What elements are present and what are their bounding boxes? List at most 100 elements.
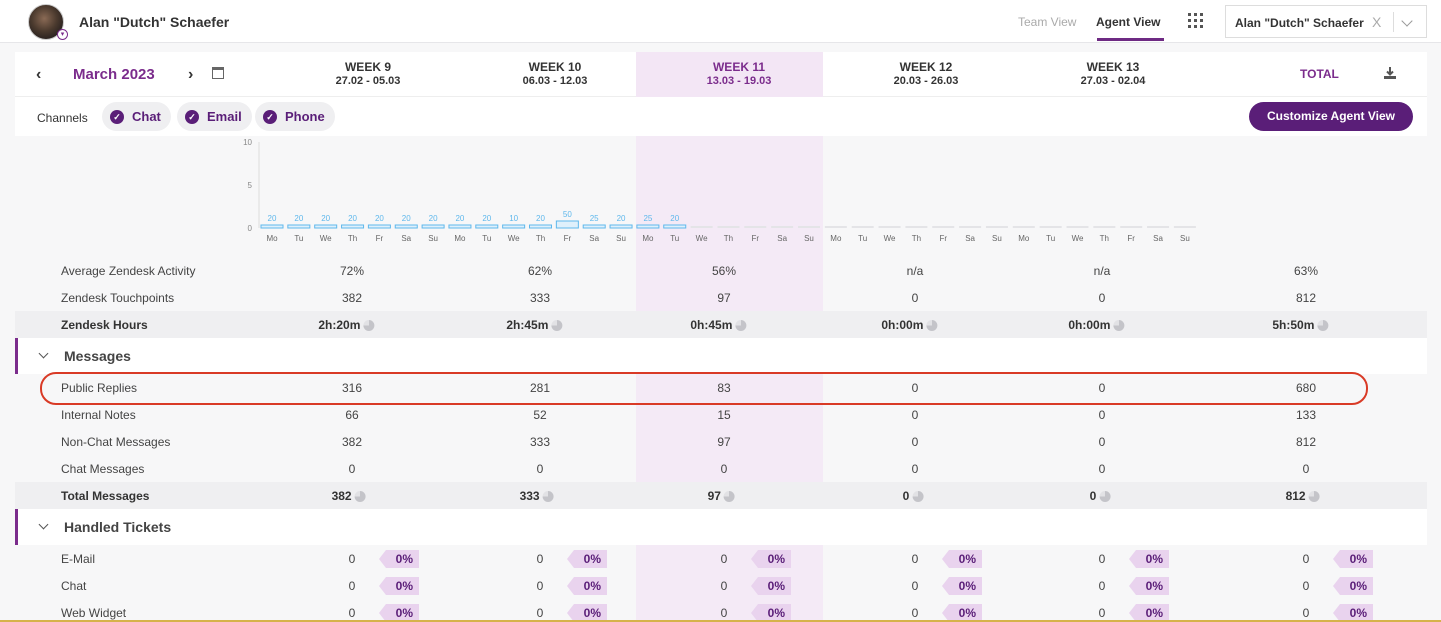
x-tick-label: We bbox=[508, 234, 520, 243]
tab-agent-view[interactable]: Agent View bbox=[1096, 15, 1161, 29]
avatar-dropdown-icon[interactable]: ▾ bbox=[57, 29, 68, 40]
pie-chart-icon[interactable] bbox=[912, 491, 924, 502]
pie-chart-icon[interactable] bbox=[735, 320, 747, 331]
total-row: Zendesk Hours 2h:20m 2h:45m 0h:45m 0h:00m 0h:… bbox=[15, 311, 1427, 338]
pie-chart-icon[interactable] bbox=[363, 320, 375, 331]
cell-text: 316 bbox=[341, 381, 363, 395]
month-label[interactable]: March 2023 bbox=[73, 66, 155, 83]
percent-tag: 0% bbox=[567, 550, 607, 568]
pie-chart-icon[interactable] bbox=[354, 491, 366, 502]
chart-bar bbox=[502, 224, 526, 229]
percent-tag: 0% bbox=[567, 577, 607, 595]
chevron-down-icon[interactable] bbox=[38, 519, 49, 530]
week-range: 06.03 - 12.03 bbox=[522, 75, 588, 87]
cell-value: 0 bbox=[1099, 552, 1106, 566]
customize-agent-view-button[interactable]: Customize Agent View bbox=[1249, 102, 1413, 131]
cell-value: 0 bbox=[721, 579, 728, 593]
channel-chip-phone[interactable]: ✓ Phone bbox=[255, 102, 335, 131]
clear-icon[interactable]: X bbox=[1372, 14, 1382, 30]
cell-text: 83 bbox=[717, 381, 731, 395]
chart-bar bbox=[717, 226, 740, 228]
cell-value: 0 bbox=[721, 606, 728, 620]
pie-chart-icon[interactable] bbox=[723, 491, 735, 502]
chart-bar bbox=[771, 226, 794, 228]
x-tick-label: Fr bbox=[376, 234, 384, 243]
percent-tag: 0% bbox=[1129, 577, 1169, 595]
chevron-down-icon[interactable] bbox=[1401, 15, 1413, 27]
cell-value: 0 bbox=[349, 462, 356, 476]
cell-text: 97 bbox=[717, 435, 731, 449]
cell-value: 0 bbox=[912, 462, 919, 476]
x-tick-label: Su bbox=[804, 234, 814, 243]
pie-chart-icon[interactable] bbox=[551, 320, 563, 331]
cell-value: 0h:00m bbox=[881, 318, 938, 332]
cell-value: 2h:20m bbox=[318, 318, 375, 332]
cell-text: 382 bbox=[341, 291, 363, 305]
percent-tag: 0% bbox=[1333, 604, 1373, 622]
cell-text: 0 bbox=[1302, 606, 1310, 620]
chevron-down-icon[interactable] bbox=[38, 348, 49, 359]
week-name: WEEK 11 bbox=[712, 60, 766, 74]
pie-chart-icon[interactable] bbox=[1308, 491, 1320, 502]
previous-month-button[interactable]: ‹ bbox=[36, 66, 42, 83]
cell-value: 0 bbox=[1099, 579, 1106, 593]
cell-text: 0 bbox=[1302, 462, 1310, 476]
row-label: Total Messages bbox=[61, 489, 150, 503]
cell-text: 0 bbox=[911, 552, 919, 566]
cell-value: 0 bbox=[537, 552, 544, 566]
download-icon[interactable] bbox=[1383, 66, 1397, 80]
cell-text: n/a bbox=[1093, 264, 1111, 278]
section-messages[interactable]: Messages bbox=[15, 338, 1427, 374]
cell-text: 0 bbox=[911, 381, 919, 395]
cell-value: 382 bbox=[342, 291, 362, 305]
cell-text: 0 bbox=[1098, 579, 1106, 593]
week-range: 20.03 - 26.03 bbox=[893, 75, 959, 87]
cell-value: 52 bbox=[533, 408, 546, 422]
cell-value: 0 bbox=[1303, 462, 1310, 476]
cell-value: 281 bbox=[530, 381, 550, 395]
cell-text: 333 bbox=[529, 291, 551, 305]
row-label: E-Mail bbox=[61, 552, 96, 566]
cell-text: 0 bbox=[1098, 606, 1106, 620]
pie-chart-icon[interactable] bbox=[1317, 320, 1329, 331]
percent-tag: 0% bbox=[1333, 550, 1373, 568]
cell-text: 812 bbox=[1295, 291, 1317, 305]
cell-value: 0 bbox=[1099, 381, 1106, 395]
pie-chart-icon[interactable] bbox=[1099, 491, 1111, 502]
percent-tag: 0% bbox=[1333, 577, 1373, 595]
cell-text: 97 bbox=[717, 291, 731, 305]
bar-value-label: 20 bbox=[455, 214, 464, 223]
calendar-icon[interactable] bbox=[212, 67, 224, 79]
cell-value: 0 bbox=[912, 606, 919, 620]
percent-tag: 0% bbox=[942, 577, 982, 595]
channel-chip-email[interactable]: ✓ Email bbox=[177, 102, 252, 131]
section-handled-tickets[interactable]: Handled Tickets bbox=[15, 509, 1427, 545]
pie-chart-icon[interactable] bbox=[542, 491, 554, 502]
apps-grid-icon[interactable] bbox=[1188, 13, 1203, 28]
percent-tag: 0% bbox=[942, 550, 982, 568]
tab-team-view[interactable]: Team View bbox=[1018, 15, 1077, 29]
channel-chip-chat[interactable]: ✓ Chat bbox=[102, 102, 171, 131]
chart-bar bbox=[824, 226, 847, 228]
channels-label: Channels bbox=[37, 111, 88, 125]
cell-text: 0 bbox=[1098, 291, 1106, 305]
table-row: Zendesk Touchpoints 382 333 97 0 0 812 bbox=[15, 284, 1427, 311]
week-range: 27.03 - 02.04 bbox=[1080, 75, 1146, 87]
pie-chart-icon[interactable] bbox=[1113, 320, 1125, 331]
cell-value: 0 bbox=[1099, 462, 1106, 476]
next-month-button[interactable]: › bbox=[188, 66, 194, 83]
cell-value: 0 bbox=[912, 579, 919, 593]
table-row: Web Widget 0 0% 0 0% 0 0% 0 0% 0 0% 0 0% bbox=[15, 599, 1427, 622]
pie-chart-icon[interactable] bbox=[926, 320, 938, 331]
check-icon: ✓ bbox=[263, 109, 277, 124]
agent-select[interactable]: Alan "Dutch" Schaefer X bbox=[1225, 5, 1427, 38]
cell-text: 56% bbox=[711, 264, 737, 278]
row-label: Zendesk Hours bbox=[61, 318, 148, 332]
cell-value: 0 bbox=[1099, 408, 1106, 422]
cell-value: 133 bbox=[1296, 408, 1316, 422]
cell-value: 812 bbox=[1286, 489, 1320, 503]
cell-text: 382 bbox=[331, 489, 352, 503]
percent-tag: 0% bbox=[379, 577, 419, 595]
bar-value-label: 20 bbox=[294, 214, 303, 223]
cell-value: 382 bbox=[332, 489, 366, 503]
